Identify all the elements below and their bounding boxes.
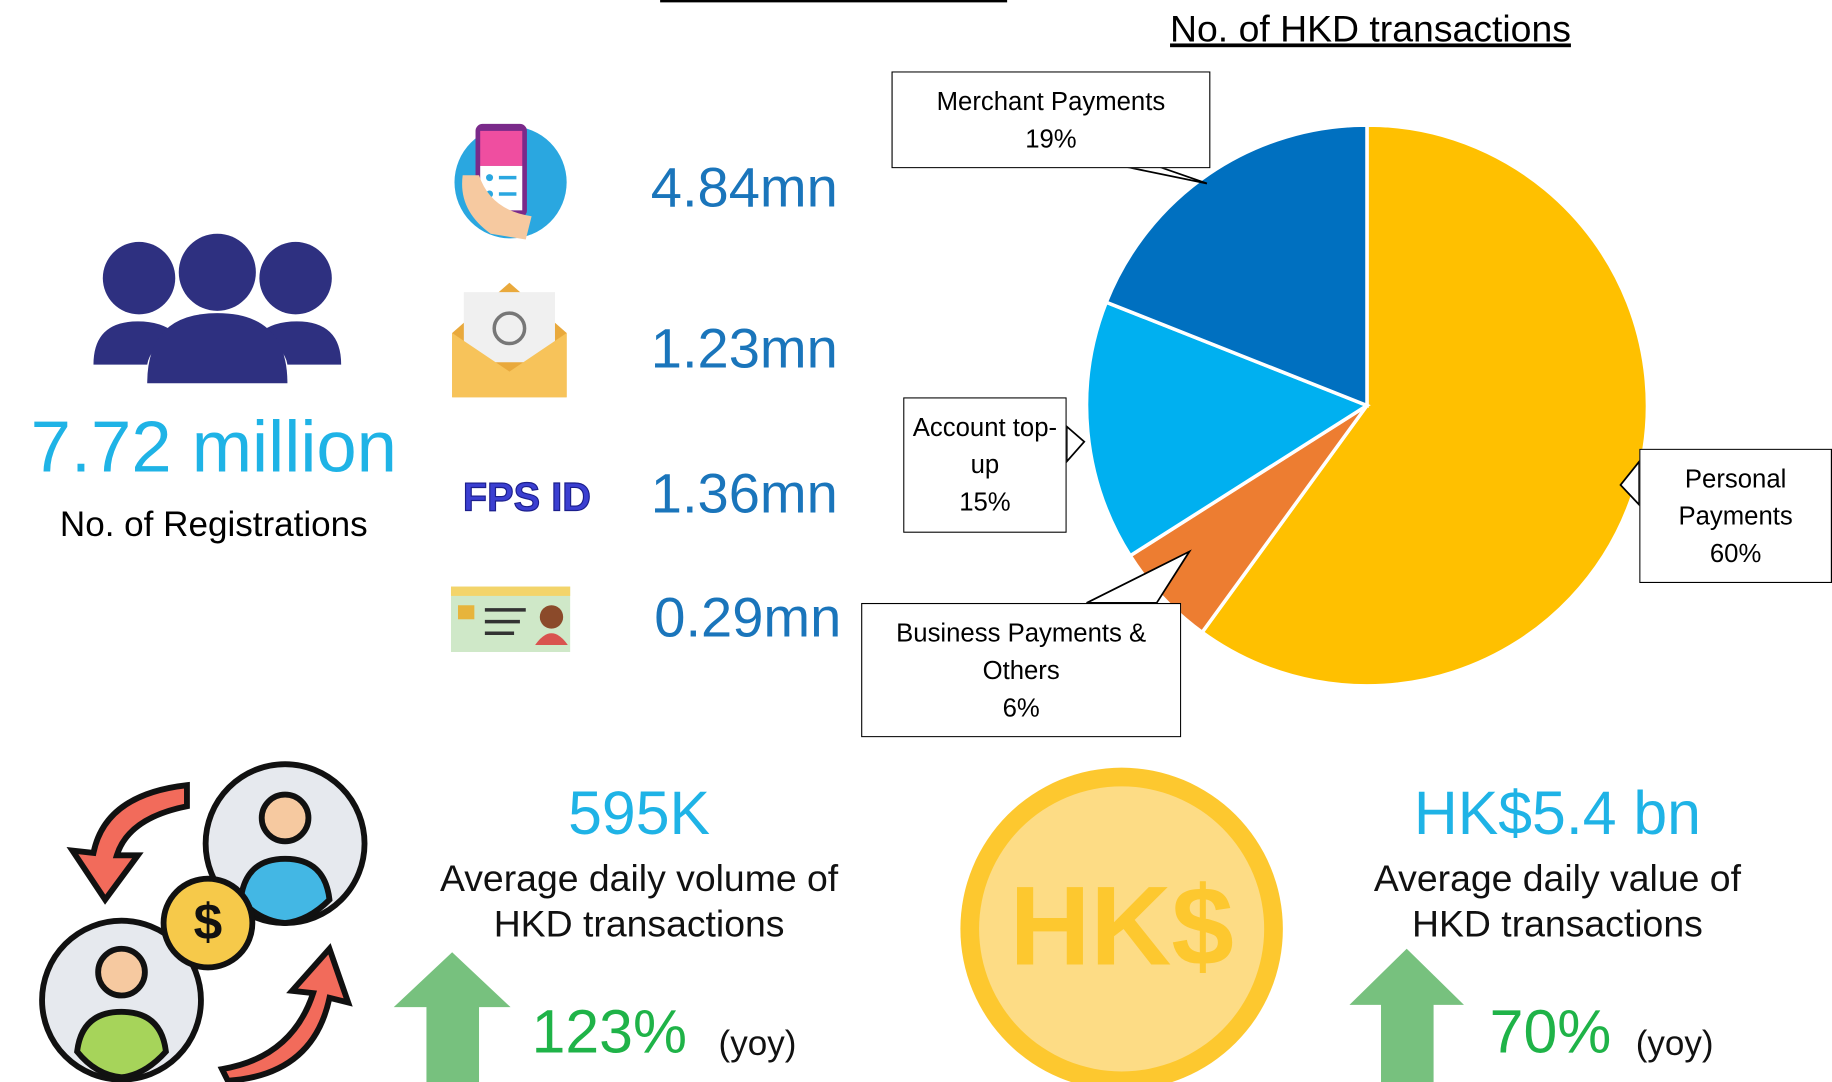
slice-name: Account top-up bbox=[911, 409, 1058, 484]
channel-value: 1.23mn bbox=[651, 317, 838, 380]
slice-label: 6% bbox=[1003, 689, 1040, 726]
registrations-value: 7.72 million bbox=[31, 406, 397, 487]
channel-value: 1.36mn bbox=[651, 462, 838, 525]
volume-value: 595K bbox=[568, 779, 710, 847]
infographic: 7.72 million No. of Registrations FPS ID… bbox=[0, 0, 1832, 1082]
page: {"chart_data": {"type": "pie", "title": … bbox=[0, 0, 1832, 1082]
volume-growth: 123% bbox=[532, 997, 687, 1065]
id-card-icon bbox=[451, 587, 570, 652]
dollar-glyph: $ bbox=[194, 892, 223, 950]
volume-label: Average daily volume of bbox=[440, 857, 839, 899]
fps-id-icon: FPS ID bbox=[463, 476, 591, 520]
slice-label: 19% bbox=[1025, 120, 1076, 157]
channel-value: 0.29mn bbox=[654, 585, 841, 648]
volume-label: HKD transactions bbox=[494, 902, 785, 944]
people-icon bbox=[93, 234, 341, 384]
pie bbox=[1087, 125, 1648, 686]
up-arrow bbox=[1349, 949, 1464, 1082]
amount-label: HKD transactions bbox=[1412, 902, 1703, 944]
chart-title: No. of HKD transactions bbox=[1170, 7, 1571, 49]
amount-label: Average daily value of bbox=[1374, 857, 1742, 899]
slice-label: 60% bbox=[1710, 535, 1761, 572]
slice-name: Personal Payments bbox=[1647, 460, 1823, 535]
slice-label: 15% bbox=[959, 484, 1010, 521]
amount-growth: 70% bbox=[1490, 997, 1612, 1065]
coin-text: HK$ bbox=[1009, 862, 1233, 988]
amount-value: HK$5.4 bn bbox=[1414, 779, 1701, 847]
amount-growth-note: (yoy) bbox=[1636, 1024, 1714, 1063]
envelope-icon bbox=[452, 283, 566, 398]
up-arrow bbox=[394, 952, 511, 1082]
channel-value: 4.84mn bbox=[651, 155, 838, 218]
registrations-label: No. of Registrations bbox=[60, 505, 368, 544]
volume-growth-note: (yoy) bbox=[719, 1024, 797, 1063]
slice-name: Merchant Payments bbox=[937, 82, 1166, 119]
phone-icon bbox=[454, 124, 566, 240]
slice-name: Business Payments & Others bbox=[869, 614, 1173, 689]
